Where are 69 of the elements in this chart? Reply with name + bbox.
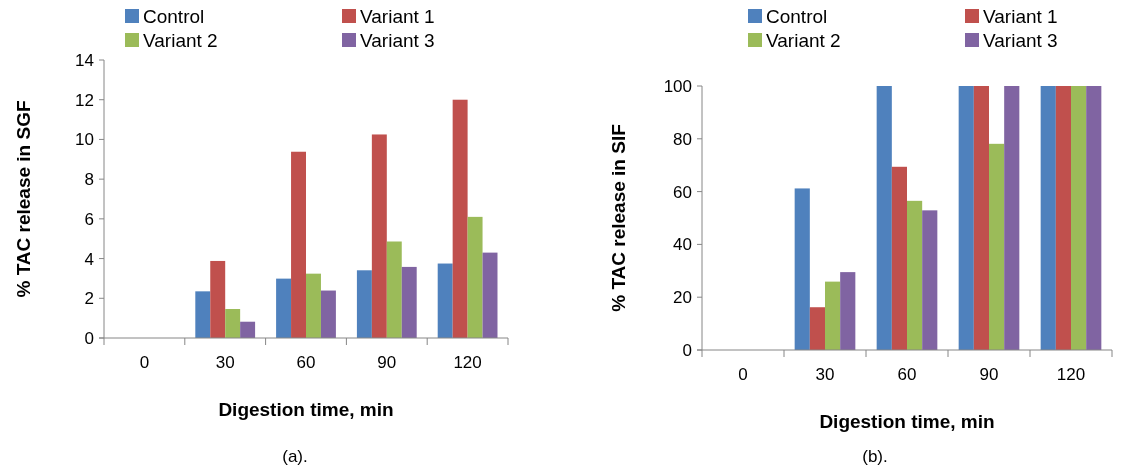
bar <box>386 241 402 338</box>
bar <box>437 263 453 338</box>
y-axis-title: % TAC release in SGF <box>13 100 34 298</box>
legend-label: Variant 1 <box>360 5 435 27</box>
bar <box>306 273 321 338</box>
y-tick-label: 0 <box>84 328 94 348</box>
x-tick-label: 120 <box>1056 365 1086 384</box>
bar <box>371 134 387 338</box>
bar <box>973 86 989 350</box>
y-axis-title: % TAC release in SIF <box>608 124 629 312</box>
y-tick-label: 4 <box>84 249 94 269</box>
bar <box>467 216 483 338</box>
y-tick-label: 100 <box>663 76 692 96</box>
legend-label: Control <box>143 5 205 27</box>
x-tick-label: 60 <box>296 353 316 372</box>
bar <box>210 260 226 338</box>
y-tick-label: 60 <box>673 182 692 202</box>
text: (a). <box>282 447 308 466</box>
bar <box>840 272 856 350</box>
bar <box>989 143 1005 350</box>
y-tick-label: 8 <box>84 170 94 190</box>
legend-label: Variant 3 <box>983 29 1058 51</box>
x-axis-title: Digestion time, min <box>819 411 995 432</box>
bar <box>1040 86 1056 350</box>
bar <box>891 166 907 350</box>
y-tick-label: 40 <box>673 235 692 255</box>
bar <box>1055 86 1071 350</box>
bar <box>809 307 825 350</box>
y-tick-label: 80 <box>673 129 692 149</box>
x-tick-label: 30 <box>215 353 235 372</box>
y-tick-label: 10 <box>75 130 94 150</box>
x-tick-label: 90 <box>979 365 999 384</box>
y-tick-label: 6 <box>84 209 94 229</box>
bar <box>825 281 841 350</box>
bar <box>276 278 292 338</box>
bar <box>482 252 498 338</box>
bar <box>401 266 417 338</box>
bar <box>356 270 372 338</box>
bar <box>1086 86 1102 350</box>
y-tick-label: 14 <box>75 50 94 70</box>
x-axis-title: Digestion time, min <box>218 399 394 420</box>
bar <box>320 290 336 338</box>
legend-label: Variant 1 <box>983 5 1058 27</box>
x-tick-label: 0 <box>738 365 748 384</box>
bar <box>452 99 468 338</box>
bar <box>922 210 938 350</box>
bar <box>291 151 306 338</box>
bar <box>1004 86 1020 350</box>
x-tick-label: 60 <box>897 365 917 384</box>
x-tick-label: 120 <box>453 353 482 372</box>
x-tick-label: 90 <box>377 353 397 372</box>
bar <box>794 188 810 350</box>
bar <box>225 309 241 338</box>
bar <box>195 291 211 338</box>
legend-label: Variant 3 <box>360 29 435 51</box>
bar <box>240 321 256 338</box>
bar <box>958 86 974 350</box>
y-tick-label: 20 <box>673 288 692 308</box>
x-tick-label: 30 <box>815 365 835 384</box>
bar <box>907 200 923 350</box>
y-tick-label: 2 <box>84 289 94 309</box>
x-tick-label: 0 <box>139 353 150 372</box>
y-tick-label: 12 <box>75 90 94 110</box>
legend-label: Variant 2 <box>766 29 841 51</box>
legend-label: Variant 2 <box>143 29 218 51</box>
bar <box>1071 86 1087 350</box>
legend-label: Control <box>766 5 828 27</box>
bar <box>876 86 892 350</box>
text: (b). <box>862 447 888 466</box>
